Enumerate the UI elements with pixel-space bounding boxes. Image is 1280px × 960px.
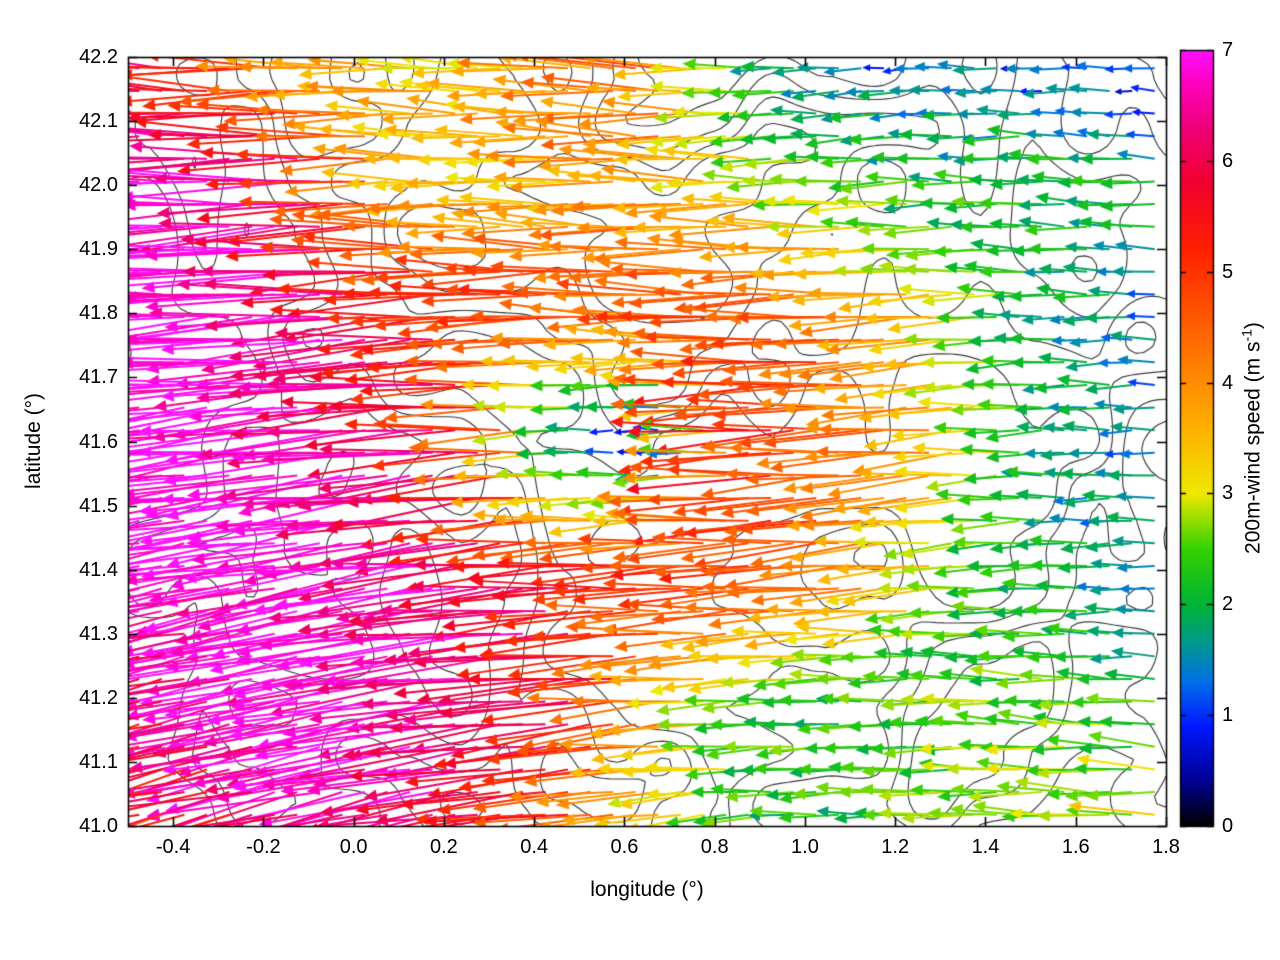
x-tick-label: 0.0 bbox=[339, 836, 368, 858]
y-tick-label: 41.5 bbox=[79, 494, 118, 517]
x-tick-label: -0.2 bbox=[246, 836, 281, 858]
y-tick-label: 41.9 bbox=[79, 238, 118, 261]
x-tick-label: 0.6 bbox=[610, 836, 639, 858]
y-tick-label: 42.0 bbox=[79, 174, 118, 197]
x-tick-label: 0.2 bbox=[430, 836, 458, 858]
colorbar-tick-label: 3 bbox=[1222, 482, 1234, 505]
y-tick-label: 41.8 bbox=[79, 302, 118, 325]
colorbar-tick-label: 7 bbox=[1222, 39, 1234, 61]
x-tick-label: 0.8 bbox=[700, 836, 729, 858]
y-axis-label: latitude (°) bbox=[22, 393, 45, 489]
x-axis-label: longitude (°) bbox=[590, 878, 704, 901]
y-tick-label: 41.1 bbox=[79, 750, 118, 773]
y-tick-label: 42.2 bbox=[79, 46, 118, 68]
y-tick-label: 41.6 bbox=[79, 430, 118, 453]
y-tick-label: 42.1 bbox=[79, 110, 118, 133]
y-tick-label: 41.4 bbox=[79, 558, 118, 581]
y-tick-label: 41.7 bbox=[79, 366, 118, 389]
colorbar-label-close: ) bbox=[1241, 322, 1265, 330]
x-tick-label: 1.6 bbox=[1061, 836, 1090, 858]
x-tick-label: 1.2 bbox=[881, 836, 910, 858]
colorbar-tick-label: 0 bbox=[1222, 815, 1234, 837]
x-tick-label: 0.4 bbox=[520, 836, 549, 858]
x-tick-label: 1.0 bbox=[791, 836, 819, 858]
colorbar-tick-label: 2 bbox=[1222, 593, 1234, 616]
y-tick-label: 41.2 bbox=[79, 686, 118, 709]
colorbar-tick-label: 6 bbox=[1222, 149, 1234, 172]
colorbar-tick-label: 4 bbox=[1222, 371, 1234, 394]
colorbar-label-text: 200m-wind speed (m s bbox=[1241, 341, 1265, 554]
x-tick-label: -0.4 bbox=[155, 836, 191, 858]
colorbar-label: 200m-wind speed (m s-1) bbox=[1239, 322, 1266, 554]
y-tick-label: 41.0 bbox=[79, 815, 118, 837]
colorbar-tick-label: 5 bbox=[1222, 260, 1234, 283]
x-tick-label: 1.8 bbox=[1152, 836, 1180, 858]
x-tick-label: 1.4 bbox=[971, 836, 1000, 858]
colorbar-tick-label: 1 bbox=[1222, 704, 1234, 727]
y-tick-label: 41.3 bbox=[79, 622, 118, 645]
colorbar-label-exponent: -1 bbox=[1238, 329, 1255, 342]
